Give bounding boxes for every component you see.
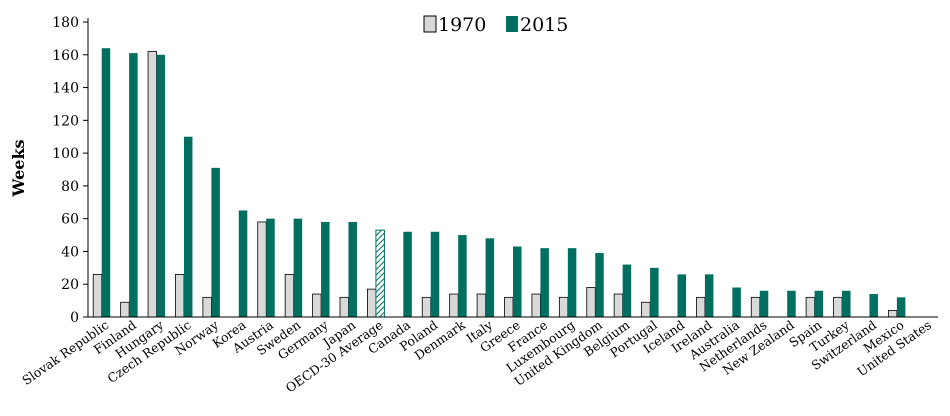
legend-swatch-2015 (506, 16, 518, 32)
bar-2015-australia (732, 287, 741, 317)
bar-1970-ireland (696, 296, 706, 318)
bar-1970-portugal (641, 301, 651, 318)
bar-1970-greece (504, 296, 514, 318)
y-tick-label: 140 (52, 81, 79, 97)
bar-1970-sweden (284, 273, 295, 318)
bar-1970-hungary (147, 51, 157, 318)
bar-2015-new-zealand (787, 290, 796, 317)
y-axis-title: Weeks (9, 139, 28, 197)
bar-2015-switzerland (869, 294, 878, 317)
bar-1970-mexico (887, 310, 898, 318)
bar-2015-korea (238, 210, 248, 317)
bar-2015-greece (513, 246, 522, 317)
bar-1970-turkey (833, 296, 843, 318)
bar-1970-finland (120, 301, 130, 318)
bar-1970-poland (421, 296, 432, 318)
bar-2015-turkey (842, 290, 851, 317)
legend: 1970 2015 (423, 14, 568, 36)
legend-label-1970: 1970 (438, 14, 486, 36)
y-tick-label: 160 (52, 48, 79, 64)
bar-1970-oecd-30-average (367, 288, 377, 318)
bar-2015-italy (485, 238, 495, 317)
bar-1970-denmark (449, 293, 459, 318)
bar-1970-slovak-republic (92, 273, 103, 318)
bar-2015-canada (403, 231, 412, 317)
y-tick-label: 100 (52, 146, 79, 162)
bar-2015-hungary (156, 54, 166, 318)
bar-2015-iceland (677, 274, 687, 317)
y-tick-label: 180 (52, 15, 79, 31)
y-tick-label: 20 (61, 277, 79, 293)
bar-1970-norway (202, 296, 212, 318)
bar-2015-spain (814, 290, 824, 317)
bar-2015-ireland (704, 274, 714, 317)
bar-2015-portugal (650, 267, 659, 317)
bar-2015-japan (348, 221, 357, 317)
bar-1970-germany (312, 293, 322, 318)
bar-2015-austria (266, 218, 275, 317)
bar-2015-slovak-republic (101, 48, 111, 317)
y-tick-label: 0 (70, 310, 79, 326)
bar-1970-italy (476, 293, 486, 318)
legend-swatch-1970 (423, 15, 437, 33)
bar-2015-mexico (896, 297, 906, 317)
bar-2015-finland (129, 53, 138, 318)
legend-label-2015: 2015 (520, 14, 568, 36)
bar-2015-france (540, 248, 549, 317)
y-tick-label: 120 (52, 113, 79, 129)
bar-2015-czech-republic (183, 136, 193, 317)
bar-1970-austria (257, 221, 267, 318)
bar-2015-luxembourg (567, 248, 577, 317)
y-tick-label: 80 (61, 179, 79, 195)
bar-1970-luxembourg (558, 296, 569, 318)
bar-2015-netherlands (759, 290, 769, 317)
bar-2015-united-kingdom (595, 253, 604, 317)
bar-2015-denmark (458, 235, 467, 317)
bar-1970-japan (339, 296, 349, 318)
bar-1970-spain (805, 296, 816, 318)
bar-1970-united-kingdom (586, 287, 596, 318)
bar-2015-sweden (293, 218, 303, 317)
bar-1970-belgium (613, 293, 624, 318)
bar-1970-netherlands (750, 296, 761, 318)
y-tick-label: 40 (61, 244, 79, 260)
bar-2015-poland (430, 231, 440, 317)
bar-2015-belgium (622, 264, 632, 317)
bar-1970-france (531, 293, 541, 318)
bar-2015-norway (211, 167, 220, 317)
bar-1970-czech-republic (175, 273, 185, 318)
bar-2015-germany (321, 221, 330, 317)
y-tick-label: 60 (61, 212, 79, 228)
bar-2015-oecd-30-average (375, 229, 385, 318)
